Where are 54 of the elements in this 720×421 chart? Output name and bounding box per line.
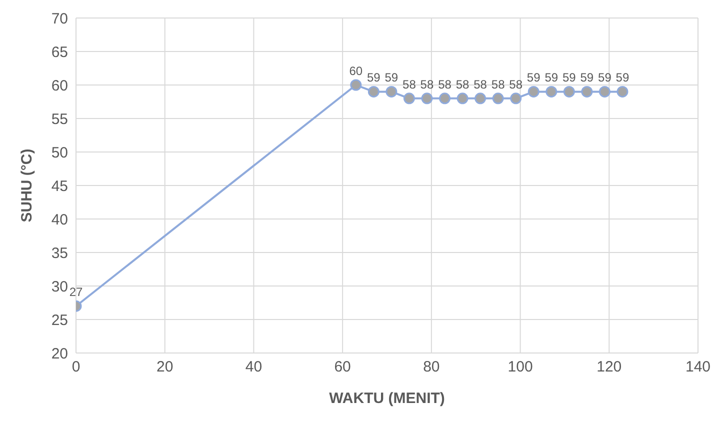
data-label: 58 [474, 77, 488, 92]
x-tick-label: 20 [156, 358, 174, 376]
y-tick-label: 50 [51, 144, 68, 162]
data-label: 60 [349, 64, 363, 78]
point [581, 86, 593, 98]
data-label: 58 [420, 77, 434, 92]
data-label: 59 [562, 70, 576, 85]
point [546, 86, 558, 98]
x-tick-label: 40 [245, 358, 262, 376]
data-label: 27 [69, 285, 83, 300]
y-tick-label: 60 [51, 77, 68, 94]
point [598, 86, 610, 98]
y-tick-label: 30 [51, 278, 68, 296]
x-tick-label: 140 [685, 358, 711, 376]
y-tick-label: 65 [51, 44, 68, 61]
x-tick-label: 60 [334, 358, 351, 376]
data-label: 58 [402, 77, 416, 92]
data-label: 59 [580, 70, 594, 85]
y-tick-label: 20 [51, 345, 68, 362]
data-label: 58 [509, 77, 523, 92]
y-tick-label: 40 [51, 211, 68, 228]
y-axis-title: SUHU (°C) [18, 148, 36, 222]
y-tick-label: 35 [51, 244, 68, 262]
x-axis-title: WAKTU (MENIT) [329, 390, 445, 407]
point [492, 92, 504, 104]
point [386, 86, 398, 98]
data-label: 59 [616, 70, 630, 85]
y-tick-label: 70 [51, 10, 68, 28]
x-tick-label: 0 [72, 358, 80, 376]
y-tick-label: 45 [51, 178, 68, 195]
data-label: 59 [544, 70, 558, 85]
point [368, 86, 380, 98]
point [510, 92, 522, 104]
point [350, 79, 362, 91]
x-tick-label: 100 [508, 358, 533, 376]
y-tick-label: 55 [51, 110, 68, 128]
data-label: 59 [384, 70, 398, 85]
point [421, 92, 433, 104]
x-tick-label: 80 [423, 358, 440, 376]
point [563, 86, 575, 98]
point [474, 92, 486, 104]
point [616, 86, 628, 98]
x-tick-label: 120 [596, 358, 622, 376]
point [456, 92, 468, 104]
point [403, 92, 415, 104]
data-label: 59 [526, 70, 541, 85]
y-tick-label: 25 [51, 312, 68, 329]
data-label: 59 [366, 70, 381, 85]
data-label: 58 [438, 77, 452, 92]
data-label: 58 [491, 77, 506, 92]
data-label: 59 [598, 70, 612, 85]
point [439, 92, 451, 104]
point [528, 86, 540, 98]
data-label: 58 [456, 77, 470, 92]
